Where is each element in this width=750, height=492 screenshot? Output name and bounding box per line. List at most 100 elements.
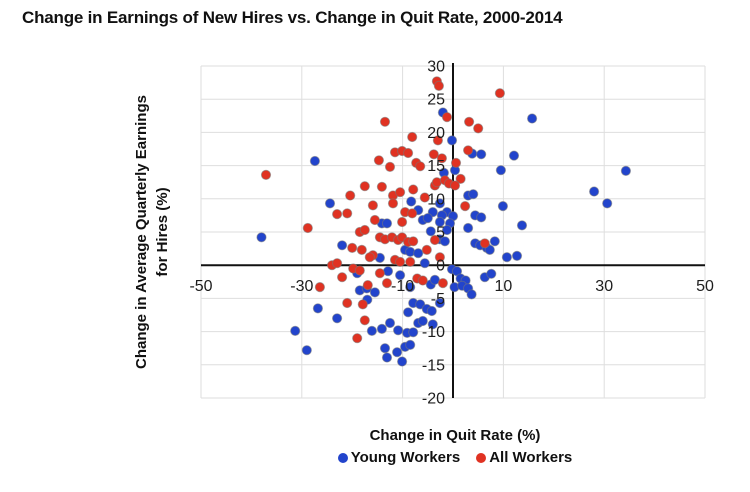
data-point-all-workers	[473, 123, 484, 134]
data-point-all-workers	[433, 80, 444, 92]
data-point-young-workers	[381, 218, 393, 229]
data-point-all-workers	[408, 236, 419, 247]
data-point-young-workers	[309, 155, 320, 167]
data-point-young-workers	[376, 323, 387, 334]
data-point-all-workers	[417, 275, 428, 286]
data-point-young-workers	[393, 325, 404, 336]
data-point-young-workers	[395, 270, 406, 281]
data-point-young-workers	[434, 297, 445, 309]
data-point-young-workers	[413, 248, 424, 259]
data-point-all-workers	[362, 280, 373, 291]
data-point-young-workers	[369, 287, 380, 298]
data-point-young-workers	[403, 307, 414, 318]
data-point-all-workers	[395, 256, 406, 267]
data-point-young-workers	[489, 236, 500, 247]
data-point-young-workers	[406, 196, 417, 207]
data-point-all-workers	[367, 200, 378, 211]
data-point-all-workers	[397, 216, 408, 228]
y-axis-title: Change in Average Quarterly Earnings for…	[131, 52, 175, 412]
data-point-young-workers	[516, 220, 528, 231]
y-tick-label: 15	[427, 158, 445, 175]
x-tick-label: -50	[189, 278, 212, 295]
data-point-young-workers	[381, 352, 393, 363]
y-tick-label: 20	[427, 125, 445, 142]
data-point-young-workers	[419, 258, 430, 269]
legend-label-young-workers: Young Workers	[350, 449, 461, 466]
data-point-young-workers	[511, 250, 523, 261]
data-point-young-workers	[379, 343, 391, 354]
data-point-young-workers	[527, 113, 538, 124]
data-point-young-workers	[408, 327, 419, 338]
data-point-all-workers	[460, 201, 471, 212]
data-point-all-workers	[369, 214, 380, 226]
data-point-young-workers	[466, 289, 477, 300]
data-point-all-workers	[437, 278, 448, 289]
y-tick-label: -15	[422, 357, 445, 374]
data-point-all-workers	[464, 116, 475, 127]
data-point-all-workers	[441, 112, 453, 123]
data-point-young-workers	[602, 198, 613, 209]
x-tick-label: -10	[391, 278, 414, 295]
data-point-all-workers	[373, 155, 384, 166]
data-point-all-workers	[419, 192, 430, 203]
y-tick-label: 0	[436, 258, 445, 275]
y-tick-label: -20	[422, 391, 445, 408]
data-point-all-workers	[342, 297, 353, 309]
data-point-all-workers	[381, 278, 393, 289]
data-point-young-workers	[324, 198, 336, 209]
x-tick-label: 10	[495, 278, 513, 295]
data-point-all-workers	[428, 149, 439, 160]
data-point-young-workers	[497, 201, 508, 212]
data-point-all-workers	[407, 131, 418, 143]
data-point-all-workers	[260, 169, 272, 180]
data-point-young-workers	[397, 356, 408, 367]
data-point-all-workers	[436, 153, 447, 164]
chart-title: Change in Earnings of New Hires vs. Chan…	[22, 8, 563, 27]
data-point-young-workers	[468, 189, 479, 200]
data-point-young-workers	[620, 165, 632, 176]
data-point-all-workers	[407, 208, 418, 219]
data-point-all-workers	[357, 299, 368, 310]
data-point-all-workers	[345, 190, 356, 201]
data-point-young-workers	[589, 186, 600, 197]
data-point-young-workers	[441, 224, 453, 236]
data-point-all-workers	[403, 147, 414, 159]
data-point-all-workers	[395, 187, 406, 198]
data-point-all-workers	[405, 256, 416, 267]
data-point-all-workers	[384, 161, 396, 172]
x-axis-title: Change in Quit Rate (%)	[369, 427, 541, 444]
y-tick-label: 5	[436, 225, 445, 242]
data-point-young-workers	[463, 222, 474, 234]
data-point-young-workers	[476, 212, 487, 223]
y-axis-title-line2: for Hires (%)	[154, 187, 171, 277]
data-point-all-workers	[421, 244, 432, 255]
data-point-young-workers	[476, 149, 487, 160]
data-point-young-workers	[256, 232, 267, 243]
data-point-young-workers	[290, 325, 301, 336]
data-point-all-workers	[359, 315, 370, 326]
data-point-all-workers	[337, 272, 348, 283]
data-point-all-workers	[432, 135, 443, 146]
data-point-all-workers	[347, 242, 358, 253]
legend-item-all-workers: All Workers	[476, 449, 572, 466]
data-point-all-workers	[415, 161, 426, 172]
data-point-young-workers	[366, 325, 377, 336]
x-tick-label: 50	[696, 278, 714, 295]
legend-item-young-workers: Young Workers	[337, 449, 461, 466]
all-workers-dot-icon	[476, 452, 487, 463]
data-point-young-workers	[392, 347, 403, 358]
data-point-young-workers	[446, 135, 458, 146]
data-point-young-workers	[332, 313, 343, 324]
data-point-young-workers	[427, 319, 438, 330]
legend-label-all-workers: All Workers	[489, 449, 573, 466]
data-point-all-workers	[352, 333, 363, 344]
x-tick-label: -30	[290, 278, 313, 295]
data-point-all-workers	[434, 252, 445, 263]
data-point-young-workers	[425, 226, 436, 237]
data-point-all-workers	[359, 181, 370, 192]
data-point-all-workers	[450, 157, 462, 168]
data-point-all-workers	[332, 209, 343, 220]
data-point-young-workers	[312, 303, 323, 314]
data-point-young-workers	[337, 240, 348, 251]
